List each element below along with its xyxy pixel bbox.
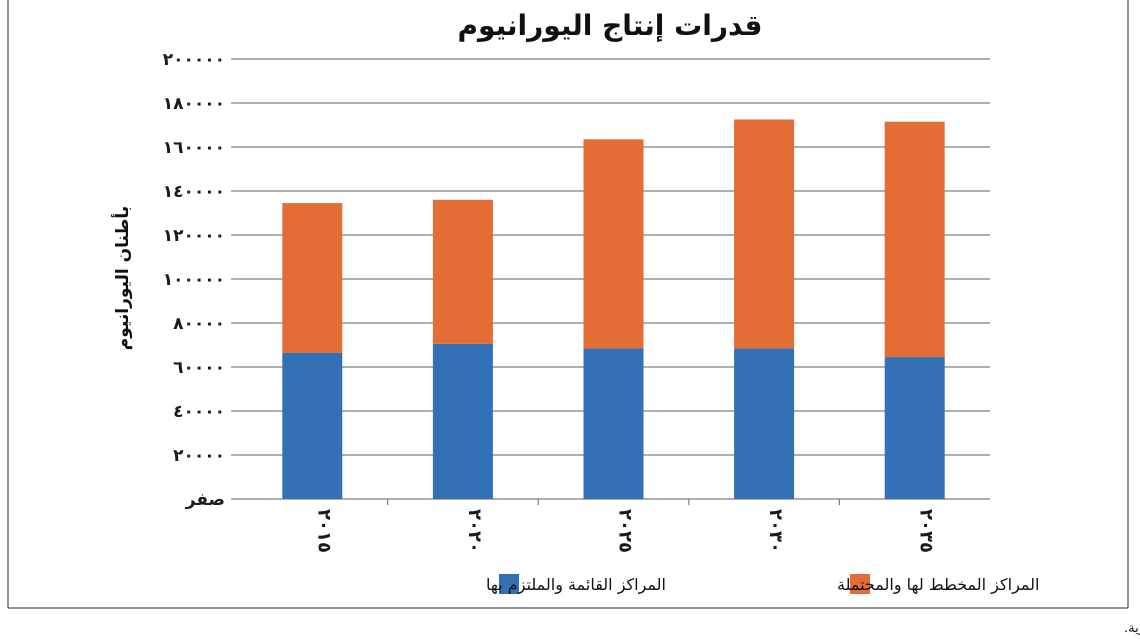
bar-planned-0 [282,203,343,353]
bar-existing-4 [884,357,945,499]
bar-existing-0 [282,352,343,499]
bar-existing-1 [432,343,493,499]
chart-frame [7,0,1129,609]
legend-swatch [850,574,870,594]
y-tick-label: ١٠٠٠٠٠ [163,270,225,290]
bar-existing-2 [583,348,644,499]
y-tick-label: ١٦٠٠٠٠ [163,138,225,158]
x-tick-label: ٢٠٣٥ [916,509,937,553]
legend-swatch [499,574,519,594]
y-tick-label: ٢٠٠٠٠ [173,446,225,466]
bar-planned-2 [583,139,644,349]
y-tick-label: ١٨٠٠٠٠ [163,94,225,114]
y-tick-label: ١٤٠٠٠٠ [163,182,225,202]
legend: المراكز المخطط لها والمحتملة المراكز القا… [486,574,1039,595]
y-tick-label: ١٢٠٠٠٠ [163,226,225,246]
y-tick-label: صفر [185,490,225,510]
x-tick-label: ٢٠٢٠ [464,509,485,553]
legend-label: المراكز القائمة والملتزم بها [486,575,666,595]
y-axis-label: بأطنان اليورانيوم [111,206,133,350]
x-tick-label: ٢٠٢٥ [615,509,636,553]
y-tick-label: ٦٠٠٠٠ [173,358,225,378]
source-note: المصدر: ”اليورانيوم في عام ٢٠١٦: موارده … [1124,621,1140,636]
x-tick-label: ٢٠٣٠ [765,509,786,553]
x-tick-label: ٢٠١٥ [313,509,334,553]
y-tick-label: ٨٠٠٠٠ [173,314,225,334]
y-axis-ticks: صفر ٢٠٠٠٠ ٤٠٠٠٠ ٦٠٠٠٠ ٨٠٠٠٠ ١٠٠٠٠٠ ١٢٠٠٠٠ ١٤٠٠٠… [163,50,225,510]
x-axis-ticks: ٢٠١٥ ٢٠٢٠ ٢٠٢٥ ٢٠٣٠ ٢٠٣٥ [313,509,936,553]
bar-planned-3 [734,119,795,349]
bars [282,119,945,499]
bar-planned-4 [884,121,945,358]
legend-label: المراكز المخطط لها والمحتملة [837,575,1039,595]
y-tick-label: ٢٠٠٠٠٠ [163,50,225,70]
chart-title: قدرات إنتاج اليورانيوم [458,9,763,43]
bar-planned-1 [432,199,493,344]
y-tick-label: ٤٠٠٠٠ [173,402,225,422]
bar-existing-3 [734,348,795,499]
